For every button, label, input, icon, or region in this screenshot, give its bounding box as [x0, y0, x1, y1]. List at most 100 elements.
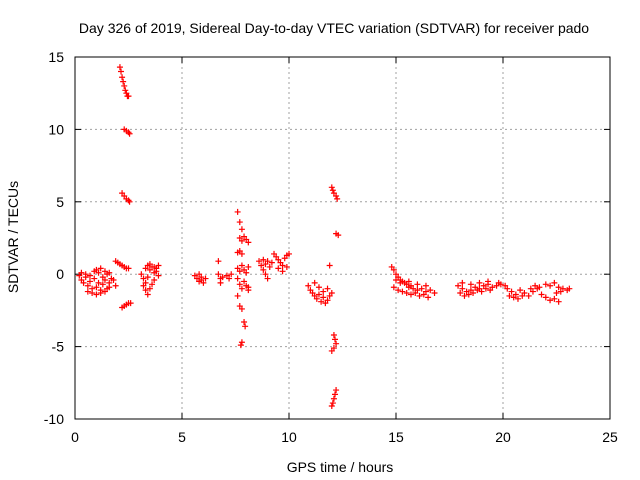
plot-area-frame — [74, 56, 611, 420]
x-tick-label: 25 — [602, 429, 618, 445]
data-point — [425, 294, 432, 301]
data-point — [455, 282, 462, 289]
data-point — [551, 295, 558, 302]
data-point — [237, 342, 244, 349]
data-point — [334, 195, 341, 202]
data-point — [542, 281, 549, 288]
data-point — [140, 282, 147, 289]
data-point — [286, 250, 292, 257]
data-point — [395, 287, 402, 294]
data-point — [431, 290, 438, 297]
data-point — [279, 262, 286, 269]
data-point — [399, 288, 406, 295]
data-point — [215, 271, 222, 278]
data-series-sdtvar — [76, 64, 573, 409]
y-tick-label: -5 — [52, 339, 65, 355]
data-point — [238, 237, 245, 244]
data-point — [320, 294, 327, 301]
data-point — [390, 284, 397, 291]
data-point — [234, 208, 241, 215]
chart-title: Day 326 of 2019, Sidereal Day-to-day VTE… — [79, 20, 589, 36]
data-point — [245, 284, 252, 291]
data-point — [504, 285, 511, 292]
data-point — [80, 279, 87, 286]
data-point — [262, 271, 269, 278]
data-point — [525, 292, 532, 299]
data-point — [151, 263, 158, 270]
data-point — [142, 287, 149, 294]
data-point — [427, 287, 434, 294]
data-point — [514, 295, 521, 302]
data-point — [119, 74, 126, 81]
data-point — [86, 278, 93, 285]
data-point — [101, 268, 108, 275]
y-tick-label: -10 — [44, 411, 64, 427]
data-point — [215, 258, 222, 265]
x-tick-label: 10 — [281, 429, 297, 445]
x-tick-label: 0 — [71, 429, 79, 445]
data-point — [410, 285, 417, 292]
data-point — [238, 305, 245, 312]
data-point — [146, 261, 153, 268]
data-point — [238, 250, 245, 257]
data-point — [551, 279, 558, 286]
data-point — [461, 292, 468, 299]
data-point — [532, 282, 539, 289]
data-point — [416, 292, 423, 299]
data-point — [258, 262, 265, 269]
data-point — [236, 268, 243, 275]
data-point — [527, 285, 534, 292]
data-point — [405, 278, 412, 285]
data-point — [420, 291, 427, 298]
data-point — [78, 269, 85, 276]
data-point — [478, 288, 485, 295]
data-point — [465, 291, 472, 298]
data-point — [467, 281, 474, 288]
data-point — [474, 287, 481, 294]
data-point — [112, 282, 119, 289]
data-point — [318, 298, 325, 305]
data-point — [144, 291, 151, 298]
data-point — [202, 275, 209, 282]
data-point — [536, 284, 543, 291]
data-point — [557, 288, 564, 295]
data-point — [555, 298, 562, 305]
data-point — [418, 285, 425, 292]
data-point — [242, 323, 249, 330]
data-point — [266, 263, 273, 270]
axis-ticks — [74, 56, 611, 420]
data-point — [506, 292, 513, 299]
data-point — [91, 275, 98, 282]
data-point — [260, 266, 267, 273]
data-point — [106, 269, 113, 276]
x-axis-label: GPS time / hours — [287, 459, 394, 475]
y-axis-label: SDTVAR / TECUs — [5, 181, 21, 293]
data-point — [99, 281, 106, 288]
data-point — [495, 279, 502, 286]
data-point — [390, 266, 397, 273]
data-point — [86, 272, 93, 279]
data-point — [243, 269, 250, 276]
data-point — [122, 87, 129, 94]
data-point — [422, 282, 429, 289]
y-tick-label: 10 — [48, 121, 64, 137]
data-point — [116, 64, 123, 71]
data-point — [106, 284, 113, 291]
data-point — [457, 290, 464, 297]
data-point — [517, 287, 524, 294]
data-point — [315, 284, 322, 291]
data-point — [412, 290, 419, 297]
data-point — [335, 232, 342, 239]
x-tick-label: 15 — [388, 429, 404, 445]
data-point — [328, 347, 335, 354]
data-point — [238, 262, 245, 269]
data-point — [127, 300, 134, 307]
data-point — [138, 271, 145, 278]
data-point — [93, 266, 100, 273]
data-point — [196, 271, 203, 278]
data-point — [140, 275, 147, 282]
data-point — [397, 279, 404, 286]
data-point — [519, 292, 526, 299]
data-point — [149, 281, 156, 288]
data-point — [126, 130, 133, 137]
